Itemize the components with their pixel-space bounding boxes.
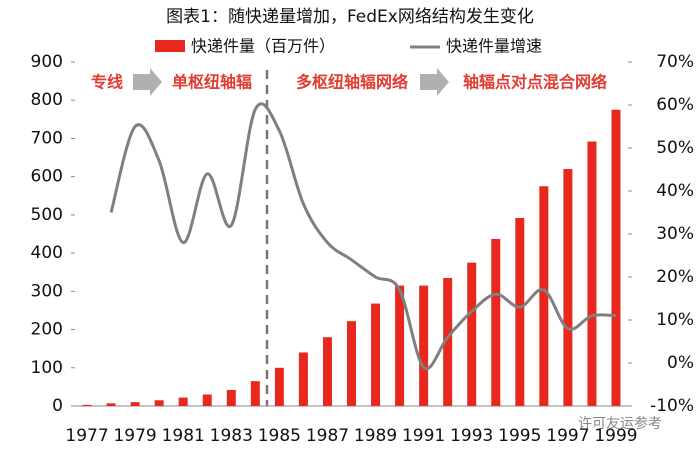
x-tick-label: 1991 — [402, 426, 445, 446]
y-tick-label: 300 — [31, 281, 63, 301]
bar — [250, 381, 260, 406]
x-tick-label: 1985 — [258, 426, 301, 446]
bar — [178, 397, 188, 406]
y-tick-label: 100 — [31, 358, 63, 378]
x-tick-label: 1987 — [306, 426, 349, 446]
y-tick-label: 900 — [31, 52, 63, 72]
annotation: 轴辐点对点混合网络 — [463, 73, 607, 92]
y2-tick-label: -10% — [650, 396, 694, 416]
y-tick-label: 200 — [31, 320, 63, 340]
bar — [154, 400, 164, 406]
x-tick-label: 1983 — [210, 426, 253, 446]
bar — [611, 109, 621, 407]
y2-tick-label: 0% — [667, 353, 694, 373]
watermark: 许可友运参考 — [578, 415, 662, 432]
x-tick-label: 1997 — [546, 426, 589, 446]
y2-tick-label: 10% — [656, 310, 694, 330]
chart-title: 图表1：随快递量增加，FedEx网络结构发生变化 — [166, 7, 534, 27]
legend-swatch — [155, 40, 185, 52]
y2-tick-label: 70% — [656, 52, 694, 72]
bar — [515, 217, 525, 406]
annotation: 单枢纽轴辐 — [172, 73, 252, 92]
x-tick-label: 1989 — [354, 426, 397, 446]
y2-tick-label: 50% — [656, 138, 694, 158]
y2-tick-label: 40% — [656, 181, 694, 201]
x-tick-label: 1999 — [594, 426, 637, 446]
bar — [587, 141, 597, 406]
x-tick-label: 1981 — [162, 426, 205, 446]
x-tick-label: 1993 — [450, 426, 493, 446]
arrow — [420, 68, 449, 96]
bar — [322, 337, 332, 406]
x-tick-label: 1979 — [113, 426, 156, 446]
x-tick-label: 1995 — [498, 426, 541, 446]
y2-tick-label: 20% — [656, 267, 694, 287]
y-tick-label: 0 — [52, 396, 63, 416]
legend-label: 快递件量增速 — [446, 37, 542, 56]
bar — [371, 303, 381, 406]
bar — [82, 404, 92, 406]
y-tick-label: 500 — [31, 205, 63, 225]
annotation: 多枢纽轴辐网络 — [296, 73, 408, 92]
bar — [395, 285, 405, 406]
y-tick-label: 600 — [31, 167, 63, 187]
legend-label: 快递件量（百万件） — [191, 37, 335, 56]
annotation: 专线 — [91, 73, 123, 92]
y-tick-label: 700 — [31, 128, 63, 148]
bar — [491, 238, 501, 406]
x-tick-label: 1977 — [65, 426, 108, 446]
bar — [443, 277, 453, 406]
bar — [202, 394, 212, 406]
bar — [467, 262, 477, 406]
bar — [106, 403, 116, 406]
y2-tick-label: 30% — [656, 224, 694, 244]
bar — [347, 321, 356, 406]
bar — [130, 402, 140, 406]
bar — [298, 352, 308, 406]
bar — [274, 367, 284, 406]
growth-line — [109, 102, 617, 371]
y2-tick-label: 60% — [656, 95, 694, 115]
y-tick-label: 400 — [31, 243, 63, 263]
bar — [419, 285, 429, 406]
arrow — [133, 68, 162, 96]
y-tick-label: 800 — [31, 90, 63, 110]
bar — [226, 389, 236, 406]
bar — [539, 186, 549, 406]
bar — [563, 169, 573, 406]
